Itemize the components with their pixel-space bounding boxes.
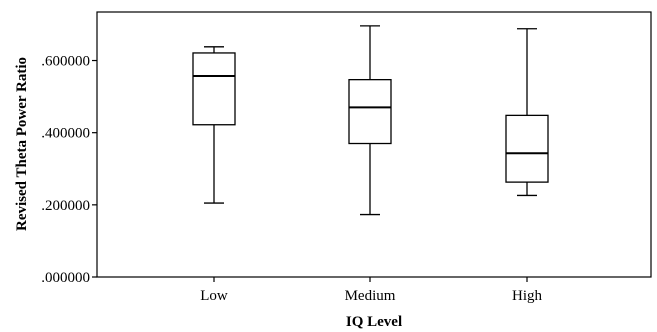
x-tick-label-medium: Medium (345, 288, 396, 304)
x-tick-label-high: High (512, 288, 543, 304)
plot-area (96, 11, 652, 278)
x-tick-label-low: Low (200, 288, 228, 304)
iqr-box (505, 114, 549, 183)
y-axis-title: Revised Theta Power Ratio (14, 57, 30, 231)
y-tick-label: .400000 (41, 126, 90, 142)
y-tick-label: .200000 (41, 198, 90, 214)
box-low (192, 46, 236, 204)
y-tick-label: .000000 (41, 270, 90, 286)
x-axis-title: IQ Level (346, 314, 402, 330)
iqr-box (348, 78, 392, 145)
y-tick-label: .600000 (41, 54, 90, 70)
box-medium (348, 25, 392, 216)
box-high (505, 28, 549, 197)
iqr-box (192, 52, 236, 126)
